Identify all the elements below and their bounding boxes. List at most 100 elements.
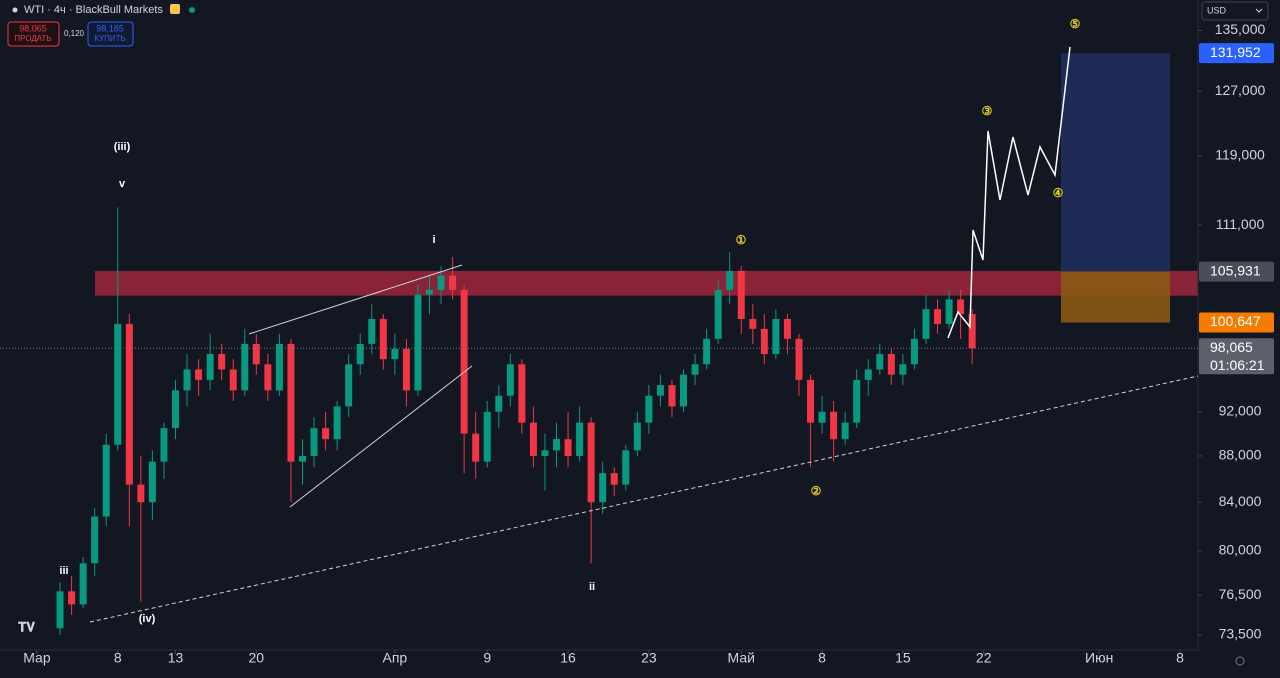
wave-label: ii (589, 581, 595, 593)
candle-body (414, 294, 422, 391)
price-tag-label: 131,952 (1210, 44, 1261, 60)
projection-path (947, 46, 1071, 339)
y-tick-label: 135,000 (1215, 21, 1266, 37)
candle-body (691, 364, 699, 375)
candle-body (171, 390, 179, 429)
price-tag (1199, 43, 1274, 64)
candle-body (968, 314, 976, 349)
candle-body (264, 364, 272, 391)
wave-label: (iii) (114, 141, 131, 153)
candle-body (137, 484, 145, 503)
candle-body (887, 354, 895, 375)
y-tick-label: 80,000 (1219, 541, 1262, 557)
y-tick-label: 84,000 (1219, 493, 1262, 509)
candle-body (206, 354, 214, 380)
wedge-line (289, 365, 473, 508)
candle-body (934, 309, 942, 324)
status-dot (189, 7, 195, 13)
x-tick-label: 8 (818, 650, 826, 666)
candle-body (368, 318, 376, 344)
candle-body (668, 385, 676, 407)
x-tick-label: 9 (483, 650, 491, 666)
candle-body (195, 369, 203, 380)
candle-body (495, 395, 503, 412)
wave-label: ② (811, 484, 822, 498)
candle-body (310, 428, 318, 456)
candle-body (910, 338, 918, 365)
x-tick-label: 8 (1176, 650, 1184, 666)
candle-body (772, 318, 780, 355)
icon (170, 4, 180, 14)
x-tick-label: 23 (641, 650, 657, 666)
price-tag (1199, 312, 1274, 333)
candle-body (760, 328, 768, 355)
zone (1061, 271, 1170, 323)
candle-body (345, 364, 353, 407)
candle-body (483, 411, 491, 462)
candle-body (841, 422, 849, 440)
candle-body (564, 439, 572, 456)
candle-body (299, 455, 307, 462)
spread: 0,120 (64, 29, 85, 38)
candle-body (622, 450, 630, 485)
candle-body (830, 411, 838, 440)
candle-body (680, 374, 688, 407)
candle-body (645, 395, 653, 423)
candle-body (183, 369, 191, 391)
candle-body (449, 275, 457, 290)
candle-body (287, 343, 295, 462)
wave-label: ④ (1053, 186, 1064, 200)
candle-body (102, 444, 110, 517)
candle-body (818, 411, 826, 423)
sell-price: 98,065 (19, 23, 47, 33)
x-tick-label: Мар (23, 650, 51, 666)
candle-body (68, 591, 76, 605)
candle-body (91, 516, 99, 564)
logo: 𝐓𝐕 (18, 619, 35, 634)
y-tick-label: 73,500 (1219, 626, 1262, 642)
wave-label: v (119, 178, 126, 190)
currency: USD (1207, 5, 1227, 15)
y-tick-label: 119,000 (1215, 147, 1265, 163)
x-tick-label: Май (728, 650, 755, 666)
y-tick-label: 127,000 (1215, 82, 1266, 98)
candle-body (541, 450, 549, 456)
candle-body (218, 354, 226, 370)
candle-body (229, 369, 237, 391)
candle-body (529, 422, 537, 456)
candle-body (703, 338, 711, 365)
buy-price: 98,185 (96, 23, 124, 33)
price-tag (1199, 261, 1274, 282)
candle-body (783, 318, 791, 339)
candle-body (714, 289, 722, 339)
wave-label: iii (59, 565, 68, 577)
candle-body (945, 299, 953, 324)
wave-label: i (432, 234, 435, 246)
candle-body (472, 433, 480, 462)
wave-label: ③ (982, 104, 993, 118)
symbol-title: WTI · 4ч · BlackBull Markets (24, 4, 163, 16)
settings-icon[interactable] (1235, 656, 1245, 666)
x-tick-label: Апр (383, 650, 408, 666)
candle-body (402, 348, 410, 391)
candle-body (56, 591, 64, 629)
icon (12, 7, 18, 13)
y-tick-label: 92,000 (1219, 402, 1262, 418)
candle-body (737, 270, 745, 319)
candle-body (148, 461, 156, 503)
x-tick-label: 22 (976, 650, 992, 666)
candle-body (876, 354, 884, 370)
sell-button[interactable] (7, 21, 60, 47)
buy-button[interactable] (87, 21, 134, 47)
candle-body (437, 275, 445, 290)
currency-select[interactable] (1201, 1, 1269, 21)
candle-body (610, 473, 618, 485)
y-tick-label: 88,000 (1219, 447, 1262, 463)
candle-body (460, 289, 468, 434)
wave-label: ⑤ (1070, 17, 1081, 31)
candle-body (241, 343, 249, 391)
buy-label: КУПИТЬ (94, 34, 125, 43)
price-tag-label: 105,931 (1210, 262, 1261, 278)
